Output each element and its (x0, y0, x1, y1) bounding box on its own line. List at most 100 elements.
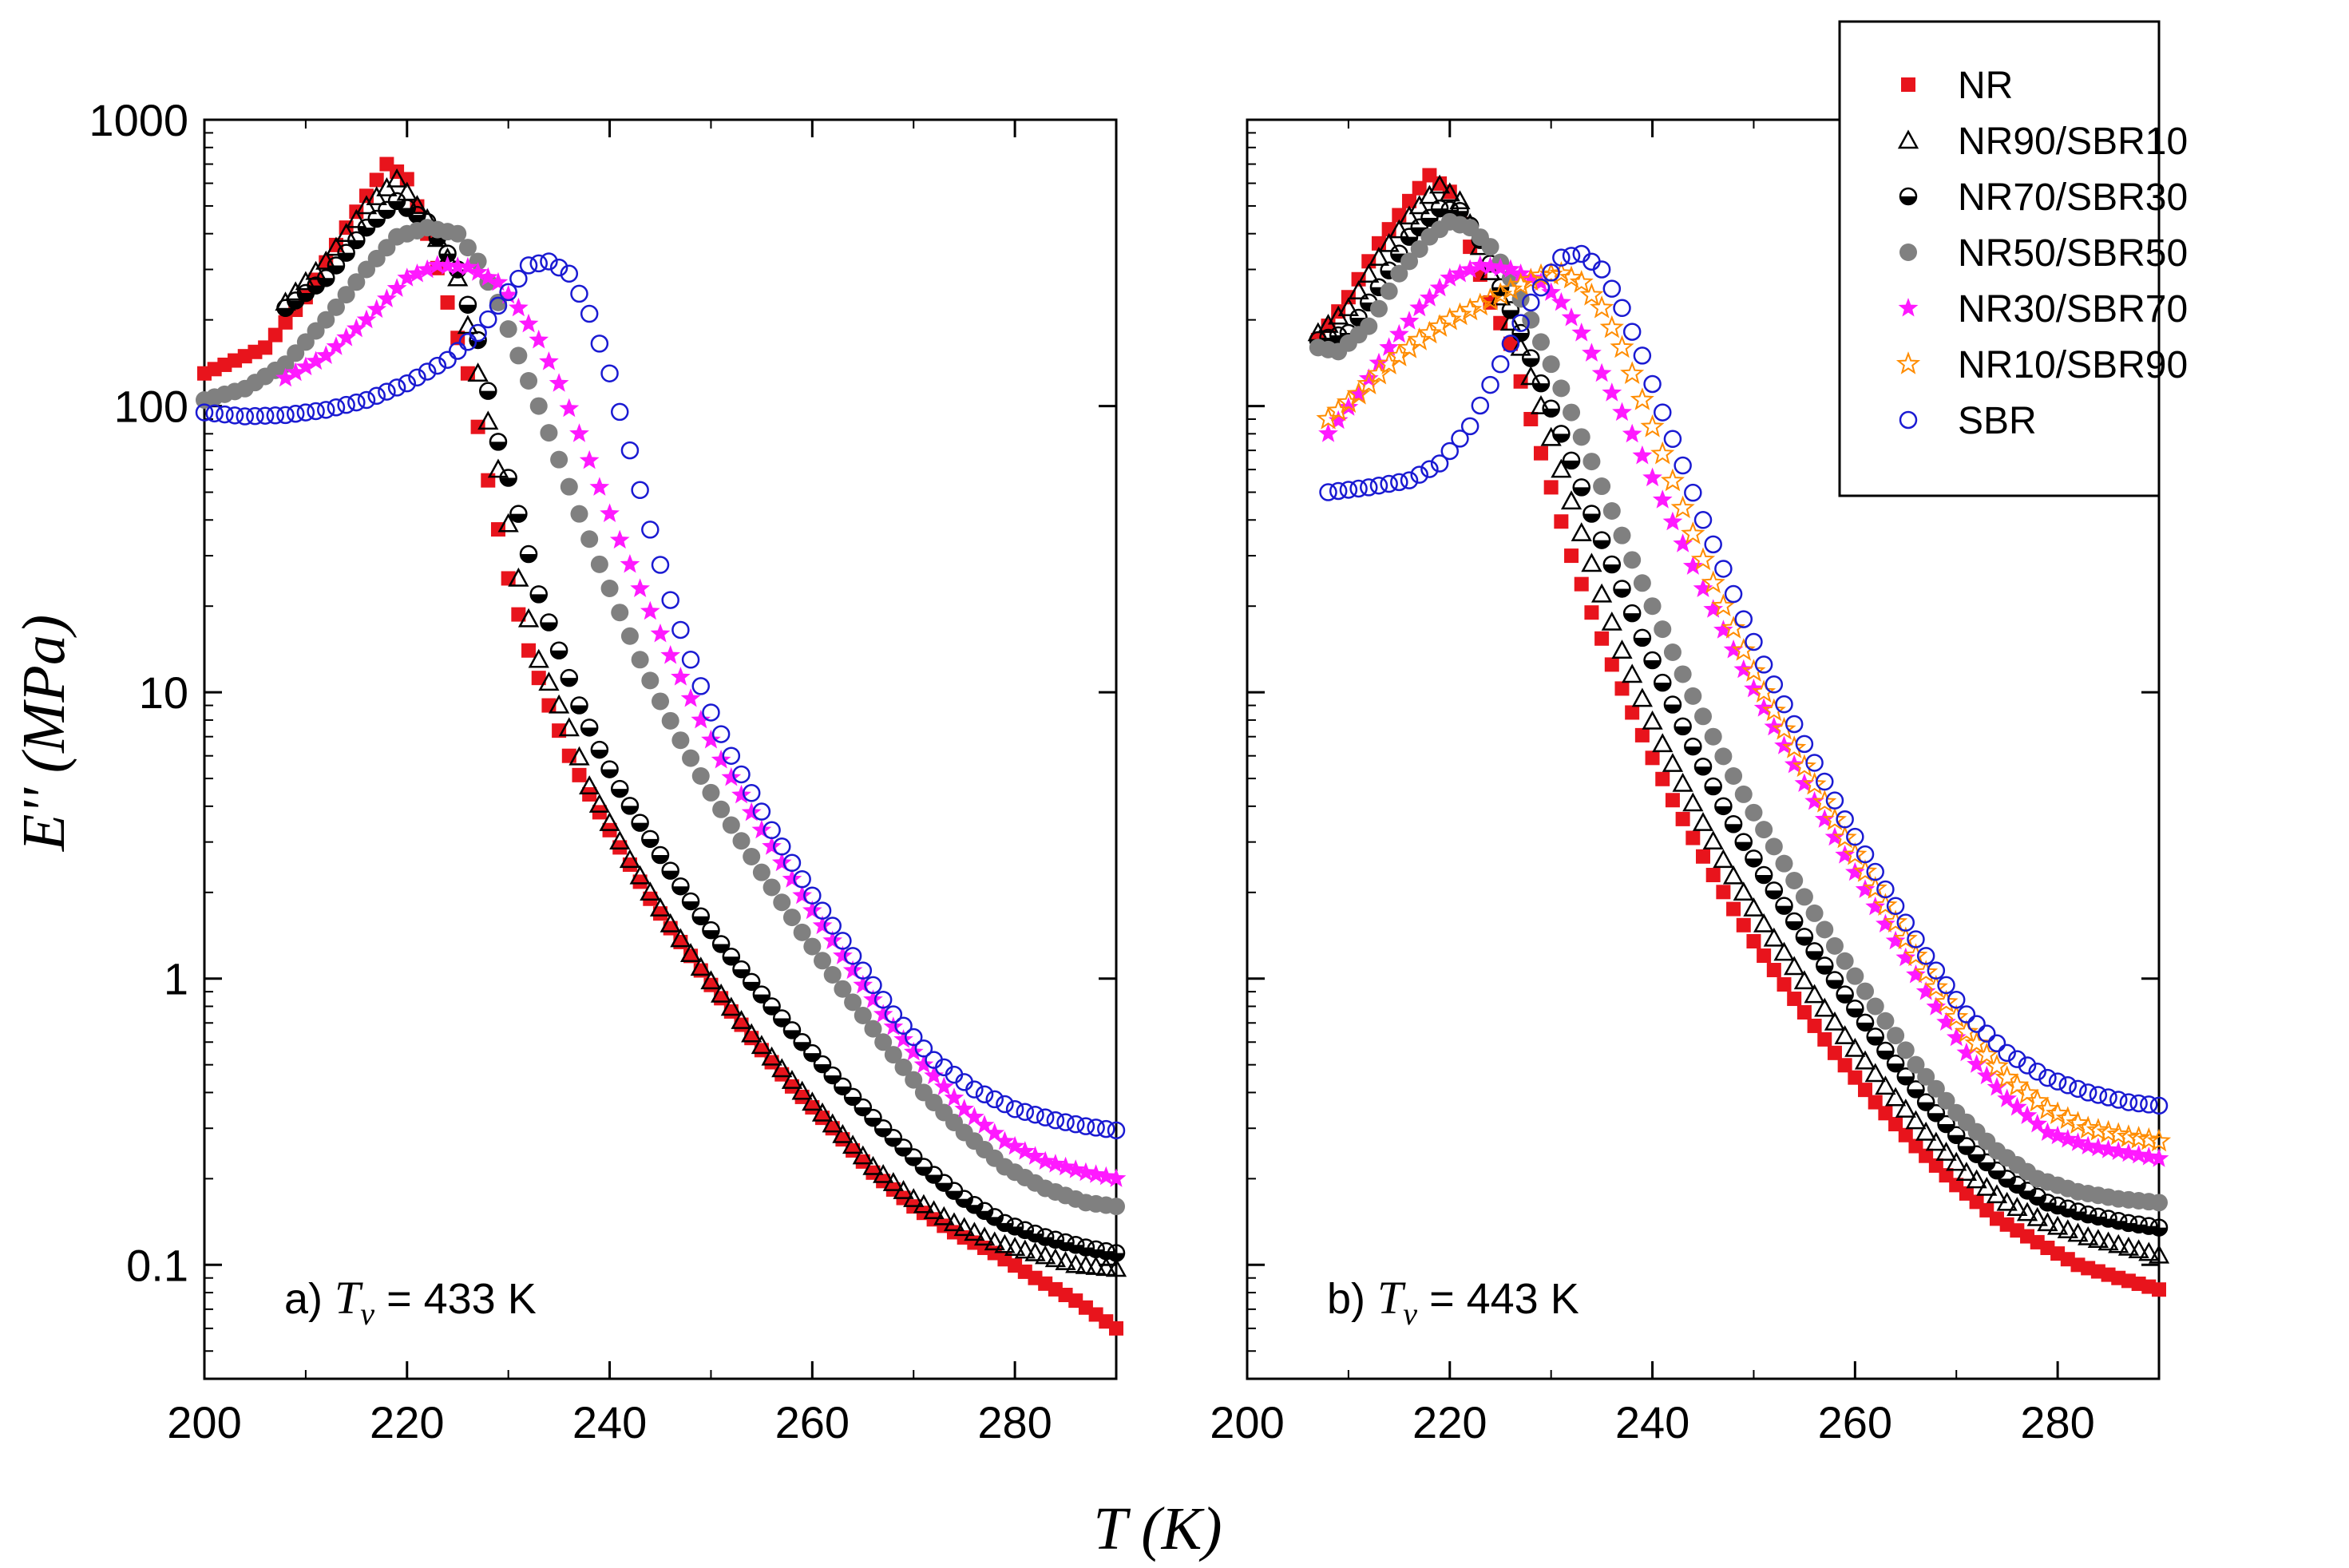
data-point (1593, 477, 1611, 496)
data-point (570, 696, 588, 715)
data-point (1552, 248, 1571, 267)
data-point (1765, 881, 1784, 900)
data-point (377, 288, 397, 307)
data-point (367, 386, 386, 406)
data-point (520, 372, 538, 390)
data-point (1746, 933, 1761, 948)
data-point (1095, 1257, 1117, 1277)
data-point (1915, 981, 1936, 1000)
data-point (855, 1154, 870, 1169)
data-point (1895, 1099, 1916, 1118)
data-point (195, 403, 214, 422)
data-point (661, 861, 679, 880)
data-point (1936, 1012, 1956, 1031)
data-point (1036, 1108, 1055, 1127)
data-point (1562, 451, 1581, 470)
data-point (641, 671, 660, 690)
data-point (1005, 1099, 1024, 1119)
data-point (1417, 320, 1442, 344)
data-point (1777, 977, 1792, 992)
data-point (994, 1233, 1016, 1253)
data-point (1602, 279, 1622, 298)
data-point (629, 865, 651, 885)
data-point (609, 529, 630, 549)
data-point (1560, 490, 1583, 510)
data-point (802, 1091, 823, 1111)
data-point (883, 1016, 904, 1035)
data-point (1549, 260, 1574, 284)
data-point (2098, 1139, 2118, 1158)
data-point (1551, 291, 1571, 311)
data-point (854, 1006, 872, 1024)
data-point (612, 840, 628, 855)
data-point (285, 281, 307, 301)
data-point (1503, 336, 1518, 351)
data-point (791, 1080, 813, 1100)
data-point (1653, 673, 1672, 692)
data-point (1400, 252, 1419, 271)
panel-a: 1000 100 10 1 0.1 200 220 240 260 280 a) Tv = 433 … (89, 95, 1127, 1447)
data-point (337, 286, 355, 304)
data-point (1390, 473, 1408, 492)
data-point (1766, 963, 1781, 978)
data-point (771, 852, 792, 872)
series-nr30-sbr70 (275, 255, 1127, 1187)
data-point (2117, 1236, 2140, 1256)
data-point (2057, 1219, 2078, 1238)
data-point (1610, 335, 1634, 358)
data-point (1652, 489, 1673, 509)
data-point (1966, 1169, 1987, 1189)
data-point (834, 980, 852, 998)
data-point (1681, 521, 1705, 544)
data-point (1893, 926, 1918, 949)
data-point (296, 333, 315, 351)
data-point (913, 1194, 935, 1214)
data-point (1663, 430, 1682, 449)
data-point (1460, 259, 1480, 279)
data-point (832, 1123, 854, 1143)
data-point (2138, 1146, 2159, 1166)
data-point (1807, 1018, 1822, 1033)
data-point (1634, 727, 1650, 742)
data-point (1611, 639, 1633, 659)
data-point (1876, 1041, 1895, 1060)
data-point (1855, 879, 1876, 898)
data-point (619, 849, 641, 869)
data-point (711, 983, 732, 1003)
data-point (641, 521, 660, 539)
data-point (1592, 531, 1611, 549)
data-point (996, 1095, 1014, 1114)
data-point (1450, 263, 1470, 283)
data-point (732, 832, 751, 850)
data-point (570, 284, 588, 303)
data-point (1954, 1019, 1979, 1043)
data-point (1480, 256, 1500, 275)
data-point (974, 1115, 995, 1134)
data-point (1702, 830, 1724, 850)
data-point (2152, 1282, 2166, 1297)
data-point (1895, 947, 1916, 967)
data-point (1574, 576, 1589, 592)
data-point (905, 1071, 923, 1089)
data-point (1772, 716, 1796, 740)
data-point (327, 398, 346, 417)
data-point (661, 711, 679, 730)
series-nr (197, 156, 1123, 1336)
data-point (1866, 862, 1884, 881)
data-point (1087, 1119, 1105, 1137)
data-point (1105, 1257, 1127, 1277)
data-point (812, 915, 833, 935)
data-point (1522, 349, 1540, 367)
data-point (538, 671, 560, 691)
data-point (580, 719, 599, 737)
data-point (519, 544, 538, 564)
data-point (1652, 733, 1674, 753)
data-point (650, 624, 671, 643)
data-point (1520, 366, 1542, 386)
data-point (519, 256, 538, 275)
data-point (2150, 1194, 2168, 1212)
data-point (559, 398, 580, 418)
data-point (1775, 695, 1793, 714)
data-point (548, 694, 570, 714)
data-point (782, 853, 802, 873)
